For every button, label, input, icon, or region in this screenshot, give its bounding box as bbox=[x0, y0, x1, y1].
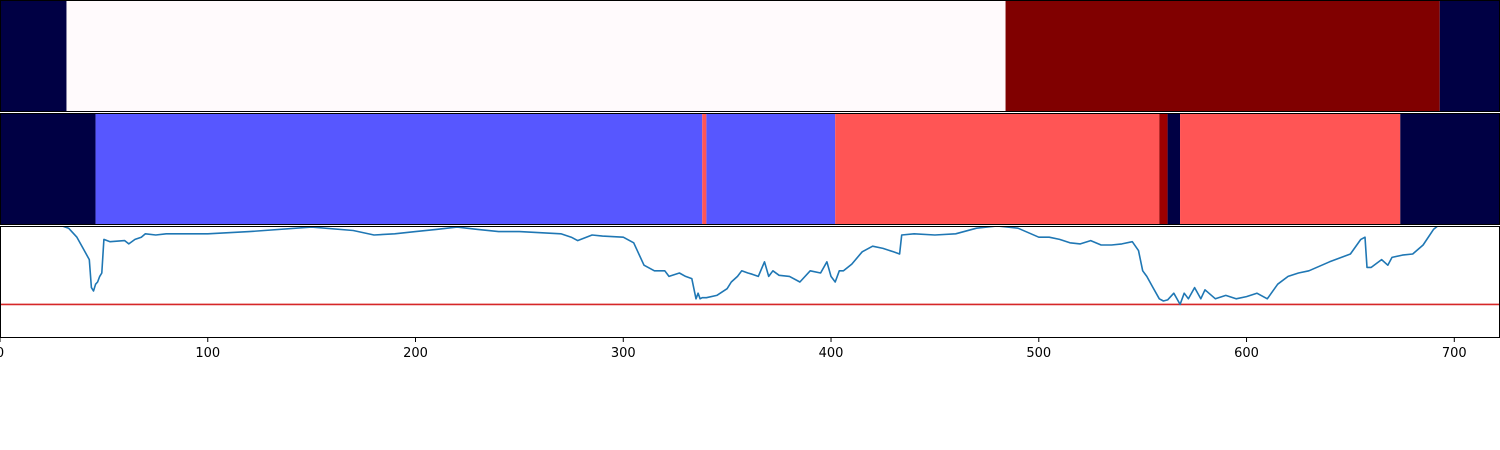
heatmap-segment bbox=[66, 0, 1006, 112]
heatmap-segment bbox=[706, 113, 836, 225]
x-tick-label: 600 bbox=[1234, 346, 1259, 361]
line-plot-panel bbox=[0, 226, 1500, 338]
heatmap-panel-top bbox=[0, 0, 1500, 112]
series-line bbox=[0, 226, 1500, 306]
heatmap-panel-middle bbox=[0, 113, 1500, 225]
heatmap-segment bbox=[1159, 113, 1168, 225]
x-tick-label: 0 bbox=[0, 346, 4, 361]
heatmap-segment bbox=[702, 113, 707, 225]
x-tick-label: 300 bbox=[611, 346, 636, 361]
heatmap-segment bbox=[835, 113, 1160, 225]
heatmap-segment bbox=[0, 113, 96, 225]
x-tick-label: 700 bbox=[1442, 346, 1467, 361]
heatmap-segment bbox=[1400, 113, 1500, 225]
x-tick-label: 500 bbox=[1026, 346, 1051, 361]
heatmap-segment bbox=[1180, 113, 1401, 225]
heatmap-segment bbox=[0, 0, 67, 112]
panel-frame bbox=[0, 226, 1500, 338]
x-tick-label: 100 bbox=[195, 346, 220, 361]
x-axis: 0 100 200 300 400 500 600 700 bbox=[0, 338, 1467, 361]
heatmap-segment bbox=[1167, 113, 1181, 225]
x-tick-label: 200 bbox=[403, 346, 428, 361]
heatmap-segment bbox=[95, 113, 703, 225]
x-tick-label: 400 bbox=[819, 346, 844, 361]
heatmap-segment bbox=[1005, 0, 1440, 112]
heatmap-segment bbox=[1439, 0, 1500, 112]
